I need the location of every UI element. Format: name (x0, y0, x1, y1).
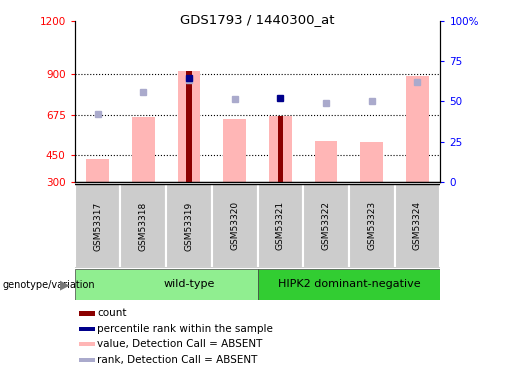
Bar (86, 159, 109, 182)
Bar (166, 184, 212, 268)
Bar (178, 71, 200, 182)
Bar (78, 342, 95, 346)
Bar (258, 184, 303, 268)
Bar (78, 327, 95, 331)
Bar (349, 184, 394, 268)
Bar (75, 184, 121, 268)
Text: GSM53324: GSM53324 (413, 201, 422, 250)
Bar (132, 117, 154, 182)
Bar (278, 117, 283, 182)
Bar (269, 117, 292, 182)
Text: wild-type: wild-type (163, 279, 215, 290)
Text: percentile rank within the sample: percentile rank within the sample (97, 324, 273, 334)
Text: GSM53318: GSM53318 (139, 201, 148, 250)
Bar (121, 184, 166, 268)
Text: GSM53317: GSM53317 (93, 201, 102, 250)
Text: value, Detection Call = ABSENT: value, Detection Call = ABSENT (97, 339, 263, 349)
Text: GSM53319: GSM53319 (184, 201, 194, 250)
Bar (303, 184, 349, 268)
Bar (315, 141, 337, 182)
Bar (406, 76, 429, 182)
Bar (78, 311, 95, 315)
Text: GSM53320: GSM53320 (230, 201, 239, 250)
Bar (360, 142, 383, 182)
Text: count: count (97, 308, 127, 318)
Text: genotype/variation: genotype/variation (3, 280, 95, 290)
Text: GSM53321: GSM53321 (276, 201, 285, 250)
Text: HIPK2 dominant-negative: HIPK2 dominant-negative (278, 279, 420, 290)
Text: GDS1793 / 1440300_at: GDS1793 / 1440300_at (180, 13, 335, 26)
Bar (223, 119, 246, 182)
Text: GSM53322: GSM53322 (321, 201, 331, 250)
Bar (394, 184, 440, 268)
Bar (258, 269, 440, 300)
Bar (186, 71, 192, 182)
Text: GSM53323: GSM53323 (367, 201, 376, 250)
Bar (75, 269, 258, 300)
Bar (78, 358, 95, 362)
Text: ▶: ▶ (60, 278, 70, 291)
Bar (212, 184, 258, 268)
Text: rank, Detection Call = ABSENT: rank, Detection Call = ABSENT (97, 355, 258, 365)
